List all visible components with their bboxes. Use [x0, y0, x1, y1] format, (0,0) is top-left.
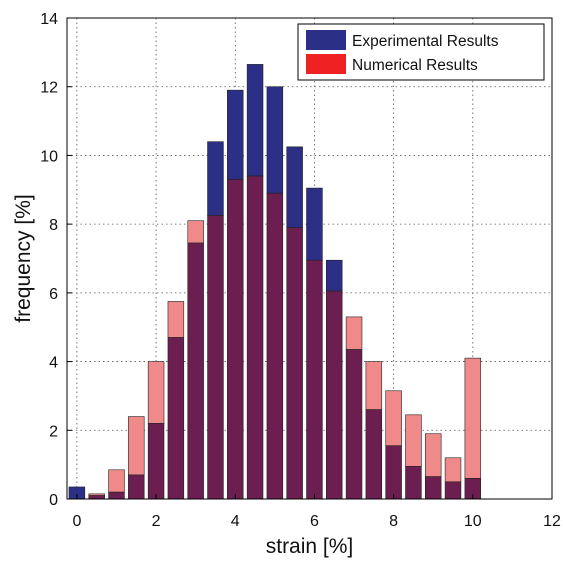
x-axis-label: strain [%] [266, 535, 354, 558]
y-tick-label: 12 [40, 80, 58, 97]
bar-numerical [405, 414, 422, 467]
bar-experimental [286, 146, 303, 228]
bar-numerical [464, 357, 482, 479]
bar-numerical [108, 469, 125, 493]
bar-experimental [207, 141, 224, 216]
x-tick-label: 2 [152, 513, 161, 530]
x-tick-label: 4 [231, 513, 240, 530]
y-tick-label: 10 [40, 148, 58, 165]
bar-numerical [187, 220, 204, 244]
bar-numerical [444, 457, 462, 483]
bar-overlap [147, 423, 165, 500]
bar-experimental [306, 187, 323, 261]
y-tick-label: 2 [49, 423, 58, 440]
x-tick-label: 12 [543, 513, 561, 530]
x-tick-label: 10 [464, 513, 482, 530]
bar-overlap [405, 466, 422, 500]
bar-numerical [365, 361, 383, 410]
bar-overlap [365, 409, 383, 500]
bar-numerical [425, 433, 442, 477]
plot-frame [66, 17, 553, 500]
bar-overlap [227, 179, 244, 500]
bar-numerical [167, 301, 185, 338]
bar-overlap [246, 175, 264, 500]
bar-overlap [187, 242, 204, 500]
y-tick-label: 4 [49, 355, 58, 372]
bar-overlap [425, 476, 442, 500]
bar-overlap [306, 259, 323, 500]
bar-experimental [227, 89, 244, 180]
bar-experimental [246, 64, 264, 177]
legend-label-numerical: Numerical Results [352, 57, 478, 74]
x-tick-label: 8 [389, 513, 398, 530]
bar-overlap [385, 445, 402, 500]
x-tick-label: 0 [72, 513, 81, 530]
bar-overlap [108, 491, 125, 500]
y-tick-label: 14 [40, 11, 58, 28]
bar-experimental [266, 86, 284, 194]
bar-overlap [266, 192, 284, 500]
legend: Experimental Results Numerical Results [297, 23, 545, 81]
bar-overlap [286, 227, 303, 500]
y-axis-label: frequency [%] [12, 194, 35, 322]
y-tick-label: 8 [49, 217, 58, 234]
legend-swatch-numerical [306, 54, 346, 74]
bar-overlap [345, 349, 363, 500]
bar-numerical [345, 316, 363, 350]
bar-overlap [88, 495, 105, 500]
bar-overlap [444, 481, 462, 500]
bars [68, 64, 482, 500]
bar-numerical [128, 416, 145, 476]
bar-numerical [147, 361, 165, 424]
bar-experimental [326, 259, 343, 292]
axis-ticks: 0 2 4 6 8 10 12 0 2 4 6 8 10 12 14 [40, 11, 561, 530]
bar-overlap [128, 474, 145, 500]
legend-label-experimental: Experimental Results [352, 33, 499, 50]
bar-numerical [385, 390, 402, 447]
y-tick-label: 6 [49, 286, 58, 303]
legend-swatch-experimental [306, 30, 346, 50]
y-tick-label: 0 [49, 492, 58, 509]
bar-overlap [167, 337, 185, 500]
bar-overlap [326, 290, 343, 500]
bar-overlap [207, 215, 224, 500]
x-tick-label: 6 [310, 513, 319, 530]
